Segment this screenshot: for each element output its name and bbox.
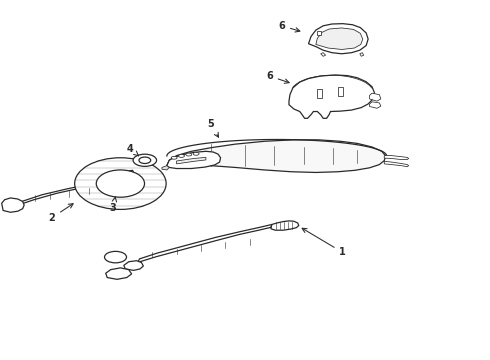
Ellipse shape — [139, 157, 151, 163]
Text: 3: 3 — [110, 197, 117, 213]
Polygon shape — [360, 53, 364, 56]
Polygon shape — [384, 156, 409, 159]
Ellipse shape — [74, 158, 166, 210]
Polygon shape — [162, 166, 169, 170]
Polygon shape — [318, 89, 322, 98]
Polygon shape — [167, 151, 220, 168]
Polygon shape — [309, 24, 368, 54]
Polygon shape — [316, 28, 363, 49]
Polygon shape — [289, 75, 374, 118]
Text: 6: 6 — [266, 71, 289, 83]
Polygon shape — [321, 53, 326, 56]
Polygon shape — [167, 140, 386, 172]
Polygon shape — [106, 268, 132, 279]
Polygon shape — [369, 102, 381, 108]
Polygon shape — [20, 178, 120, 205]
Text: 5: 5 — [207, 120, 219, 137]
Text: 2: 2 — [49, 204, 73, 222]
Polygon shape — [118, 170, 134, 178]
Ellipse shape — [104, 251, 126, 263]
Ellipse shape — [133, 154, 157, 166]
Polygon shape — [384, 161, 409, 167]
Polygon shape — [176, 157, 206, 164]
Text: 6: 6 — [278, 21, 300, 32]
Ellipse shape — [186, 153, 192, 156]
Polygon shape — [369, 93, 381, 101]
Ellipse shape — [178, 154, 184, 157]
Polygon shape — [271, 221, 299, 230]
Ellipse shape — [96, 170, 145, 197]
Text: 1: 1 — [302, 228, 346, 257]
Polygon shape — [124, 261, 144, 270]
Polygon shape — [1, 198, 24, 212]
Polygon shape — [318, 31, 321, 35]
Polygon shape — [338, 87, 343, 96]
Text: 4: 4 — [127, 144, 139, 156]
Polygon shape — [138, 225, 272, 263]
Ellipse shape — [171, 156, 177, 159]
Ellipse shape — [193, 152, 199, 155]
